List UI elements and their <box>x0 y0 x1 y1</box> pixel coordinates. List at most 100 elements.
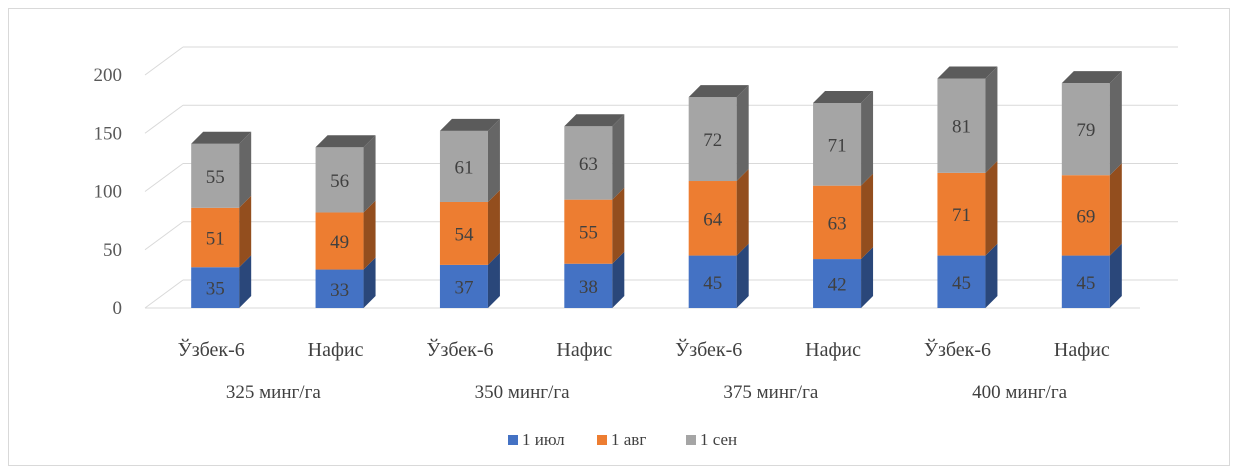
bar-front <box>1061 83 1110 176</box>
bar-front <box>564 263 613 308</box>
gridline-depth-200 <box>144 46 184 76</box>
bar-side <box>985 243 998 308</box>
y-tick-label: 150 <box>94 123 123 144</box>
bar-side <box>1109 163 1122 256</box>
data-label: 63 <box>828 213 847 234</box>
gridline-depth-100 <box>144 163 184 192</box>
data-label: 51 <box>206 229 225 250</box>
x-group-label: 375 минг/га <box>723 382 818 403</box>
bar-side <box>861 90 874 186</box>
data-label: 55 <box>579 223 598 244</box>
bar-side <box>239 255 252 308</box>
bar-front <box>688 97 737 182</box>
data-label: 45 <box>703 273 722 294</box>
data-label: 81 <box>952 117 971 138</box>
bar-segment-0-1 <box>315 257 376 308</box>
bar-segment-2-1 <box>315 135 376 213</box>
bar-segment-1-0 <box>191 195 252 268</box>
bar-side <box>861 247 874 308</box>
bar-side <box>985 66 998 173</box>
bar-front <box>688 255 737 308</box>
bar-front <box>315 147 364 213</box>
bar-front <box>439 130 488 202</box>
legend-label: 1 июл <box>522 430 565 449</box>
data-label: 69 <box>1076 206 1095 227</box>
bar-top <box>813 90 874 103</box>
bar-segment-1-1 <box>315 200 376 270</box>
legend-label: 1 сен <box>700 430 737 449</box>
y-tick-label: 100 <box>94 182 123 203</box>
data-label: 56 <box>330 171 349 192</box>
data-label: 42 <box>828 275 847 296</box>
x-group-label: 400 минг/га <box>972 382 1067 403</box>
data-label: 37 <box>454 277 473 298</box>
bar-front <box>191 207 240 268</box>
data-label: 71 <box>952 205 971 226</box>
x-group-label: 350 минг/га <box>475 382 570 403</box>
bar-front <box>813 259 862 308</box>
y-tick-label: 0 <box>113 298 123 319</box>
bar-side <box>612 251 625 308</box>
legend-swatch-2 <box>686 435 696 445</box>
bar-side <box>612 187 625 264</box>
bar-front <box>315 212 364 270</box>
bar-front <box>1061 255 1110 308</box>
data-label: 71 <box>828 135 847 156</box>
gridline-depth-0 <box>144 279 184 309</box>
bar-side <box>239 131 252 208</box>
data-label: 45 <box>952 273 971 294</box>
bar-side <box>363 257 376 308</box>
bar-segment-2-0 <box>191 131 252 208</box>
bar-segment-2-7 <box>1061 71 1122 176</box>
y-tick-label: 50 <box>103 240 122 261</box>
data-label: 54 <box>454 224 474 245</box>
bar-front <box>564 126 613 200</box>
gridline-depth-150 <box>144 104 184 134</box>
x-category-label: Ўзбек-6 <box>426 338 493 361</box>
data-label: 55 <box>206 167 225 188</box>
bar-front <box>937 78 986 173</box>
x-group-label: 325 минг/га <box>226 382 321 403</box>
bar-side <box>985 160 998 256</box>
bar-front <box>439 201 488 265</box>
data-label: 63 <box>579 154 598 175</box>
bar-side <box>363 200 376 270</box>
bar-side <box>487 252 500 308</box>
data-label: 61 <box>454 157 473 178</box>
bar-front <box>937 172 986 256</box>
bar-segment-0-7 <box>1061 243 1122 308</box>
x-category-label: Нафис <box>805 339 861 361</box>
bar-segment-2-2 <box>439 118 500 202</box>
bar-segment-0-4 <box>688 243 749 308</box>
bar-segment-1-4 <box>688 169 749 256</box>
bar-segment-1-6 <box>937 160 998 256</box>
bar-segment-2-5 <box>813 90 874 186</box>
bar-segment-0-2 <box>439 252 500 308</box>
bar-front <box>191 143 240 208</box>
x-category-label: Нафис <box>1054 339 1110 361</box>
bar-top <box>564 114 625 127</box>
x-category-label: Ўзбек-6 <box>675 338 742 361</box>
bar-top <box>937 66 998 79</box>
bar-front <box>937 255 986 308</box>
bar-front <box>439 264 488 308</box>
data-label: 33 <box>330 280 349 301</box>
bar-segment-0-0 <box>191 255 252 308</box>
bar-side <box>487 118 500 202</box>
data-label: 64 <box>703 209 723 230</box>
bar-side <box>736 169 749 256</box>
data-label: 49 <box>330 232 349 253</box>
bar-segment-0-3 <box>564 251 625 308</box>
bar-front <box>688 181 737 256</box>
bar-side <box>239 195 252 268</box>
data-label: 72 <box>703 130 722 151</box>
bar-top <box>439 118 500 131</box>
bar-segment-1-3 <box>564 187 625 264</box>
x-category-label: Нафис <box>308 339 364 361</box>
bar-top <box>191 131 252 144</box>
bar-segment-1-7 <box>1061 163 1122 256</box>
bar-front <box>1061 175 1110 256</box>
bar-front <box>813 102 862 186</box>
x-category-label: Нафис <box>556 339 612 361</box>
